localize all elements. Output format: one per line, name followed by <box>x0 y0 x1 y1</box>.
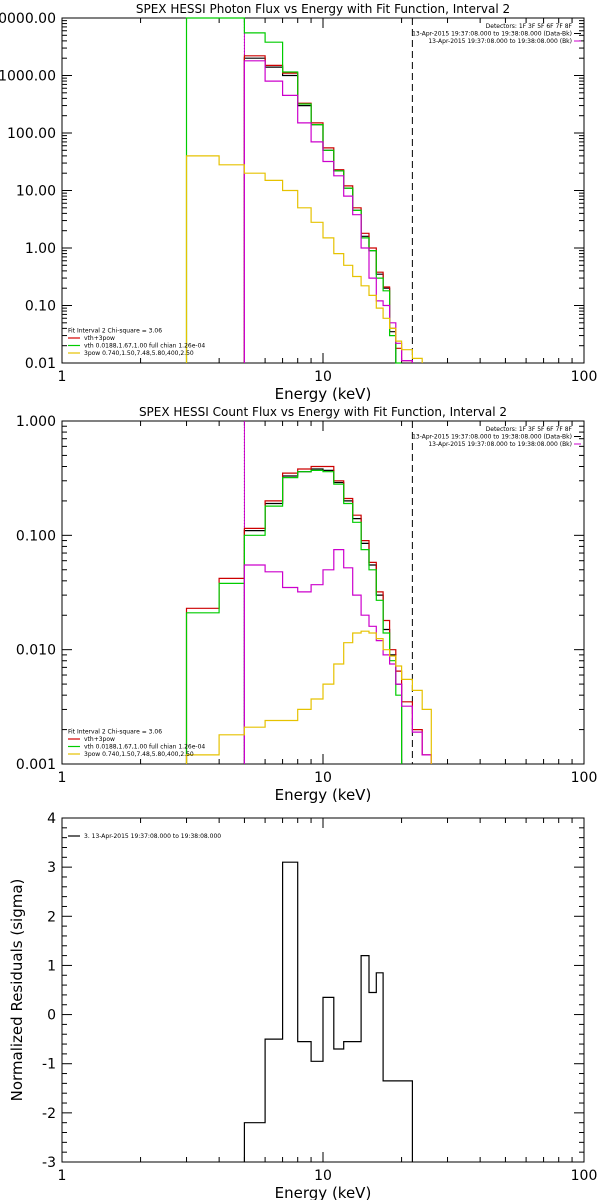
photon-flux-x-tick-label: 100 <box>571 369 598 385</box>
residuals-y-tick-label: 2 <box>47 909 56 925</box>
count-flux-title: SPEX HESSI Count Flux vs Energy with Fit… <box>139 405 507 419</box>
photon-flux-y-tick-label: 1.00 <box>25 241 56 257</box>
photon-flux-header-line: Detectors: 1F 3F 5F 6F 7F 8F <box>486 23 573 30</box>
photon-flux-legend-text: vth+3pow <box>84 335 115 342</box>
photon-flux-y-tick-label: 1000.00 <box>0 69 56 85</box>
count-flux-series-1 <box>243 468 403 764</box>
photon-flux-legend-text: Fit Interval 2 Chi-square = 3.06 <box>68 328 162 335</box>
count-flux-series-4 <box>243 549 432 764</box>
count-flux-legend-text: vth+3pow <box>84 736 115 743</box>
residuals-y-tick-label: -2 <box>42 1106 56 1122</box>
photon-flux-x-axis-label: Energy (keV) <box>275 385 372 403</box>
residuals-y-tick-label: -3 <box>42 1155 56 1171</box>
photon-flux-legend-text: 3pow 0.740,1.50,7.48,5.80,400,2.50 <box>84 350 194 357</box>
count-flux-legend-text: vth 0.0188,1.67,1.00 full chian 1.26e-04 <box>84 744 205 751</box>
photon-flux-title: SPEX HESSI Photon Flux vs Energy with Fi… <box>136 2 510 16</box>
count-flux-legend-text: 3pow 0.740,1.50,7.48,5.80,400,2.50 <box>84 751 194 758</box>
photon-flux-chart: SPEX HESSI Photon Flux vs Energy with Fi… <box>0 2 597 403</box>
residuals-y-tick-label: 3 <box>47 860 56 876</box>
photon-flux-series-4 <box>243 60 413 363</box>
photon-flux-y-tick-label: 0.10 <box>25 299 56 315</box>
count-flux-chart: SPEX HESSI Count Flux vs Energy with Fit… <box>16 405 597 804</box>
count-flux-series-5 <box>185 630 432 764</box>
count-flux-y-tick-label: 0.010 <box>16 643 56 659</box>
photon-flux-plot-frame <box>61 17 585 364</box>
count-flux-x-tick-label: 1 <box>58 770 67 786</box>
photon-flux-y-tick-label: 0000.00 <box>0 11 56 27</box>
residuals-x-tick-label: 100 <box>571 1168 598 1184</box>
residuals-x-tick-label: 10 <box>314 1168 332 1184</box>
photon-flux-series-1 <box>243 57 397 363</box>
photon-flux-y-tick-label: 100.00 <box>7 126 56 142</box>
residuals-y-tick-label: 4 <box>47 811 56 827</box>
photon-flux-series-3 <box>185 17 402 364</box>
count-flux-series-3 <box>185 469 403 764</box>
count-flux-y-tick-label: 1.000 <box>16 414 56 430</box>
photon-flux-series-5 <box>185 155 423 363</box>
count-flux-plot-frame <box>61 420 585 765</box>
residuals-x-axis-label: Energy (keV) <box>275 1184 372 1200</box>
residuals-chart: 1 10 100 -3 -2 -1 0 1 2 3 4 Energy (keV) Normalized … <box>8 811 598 1202</box>
photon-flux-x-tick-label: 1 <box>58 369 67 385</box>
residuals-y-axis-label: Normalized Residuals (sigma) <box>8 879 26 1102</box>
residuals-series-1 <box>243 861 413 1162</box>
count-flux-legend-text: Fit Interval 2 Chi-square = 3.06 <box>68 729 162 736</box>
residuals-x-tick-label: 1 <box>58 1168 67 1184</box>
photon-flux-header-line: 13-Apr-2015 19:37:08.000 to 19:38:08.000… <box>428 38 572 45</box>
count-flux-header-line: 13-Apr-2015 19:37:08.000 to 19:38:08.000… <box>412 434 572 441</box>
residuals-y-tick-label: 0 <box>47 1008 56 1024</box>
residuals-plot-frame <box>61 817 585 1163</box>
count-flux-header-line: Detectors: 1F 3F 5F 6F 7F 8F <box>486 426 573 433</box>
count-flux-x-tick-label: 100 <box>571 770 598 786</box>
count-flux-x-axis-label: Energy (keV) <box>275 786 372 804</box>
count-flux-y-tick-label: 0.001 <box>16 757 56 773</box>
residuals-y-tick-label: -1 <box>42 1057 56 1073</box>
photon-flux-y-tick-label: 0.01 <box>25 356 56 372</box>
count-flux-x-tick-label: 10 <box>314 770 332 786</box>
count-flux-series-2 <box>185 465 432 764</box>
count-flux-header-line: 13-Apr-2015 19:37:08.000 to 19:38:08.000… <box>428 441 572 448</box>
photon-flux-series-2 <box>243 55 413 363</box>
photon-flux-legend-text: vth 0.0188,1.67,1.00 full chian 1.26e-04 <box>84 343 205 350</box>
residuals-y-tick-label: 1 <box>47 958 56 974</box>
photon-flux-y-tick-label: 10.00 <box>16 184 56 200</box>
residuals-legend-text: 3. 13-Apr-2015 19:37:08.000 to 19:38:08.… <box>84 833 221 840</box>
count-flux-y-tick-label: 0.100 <box>16 528 56 544</box>
photon-flux-header-line: 13-Apr-2015 19:37:08.000 to 19:38:08.000… <box>412 31 572 38</box>
photon-flux-x-tick-label: 10 <box>314 369 332 385</box>
